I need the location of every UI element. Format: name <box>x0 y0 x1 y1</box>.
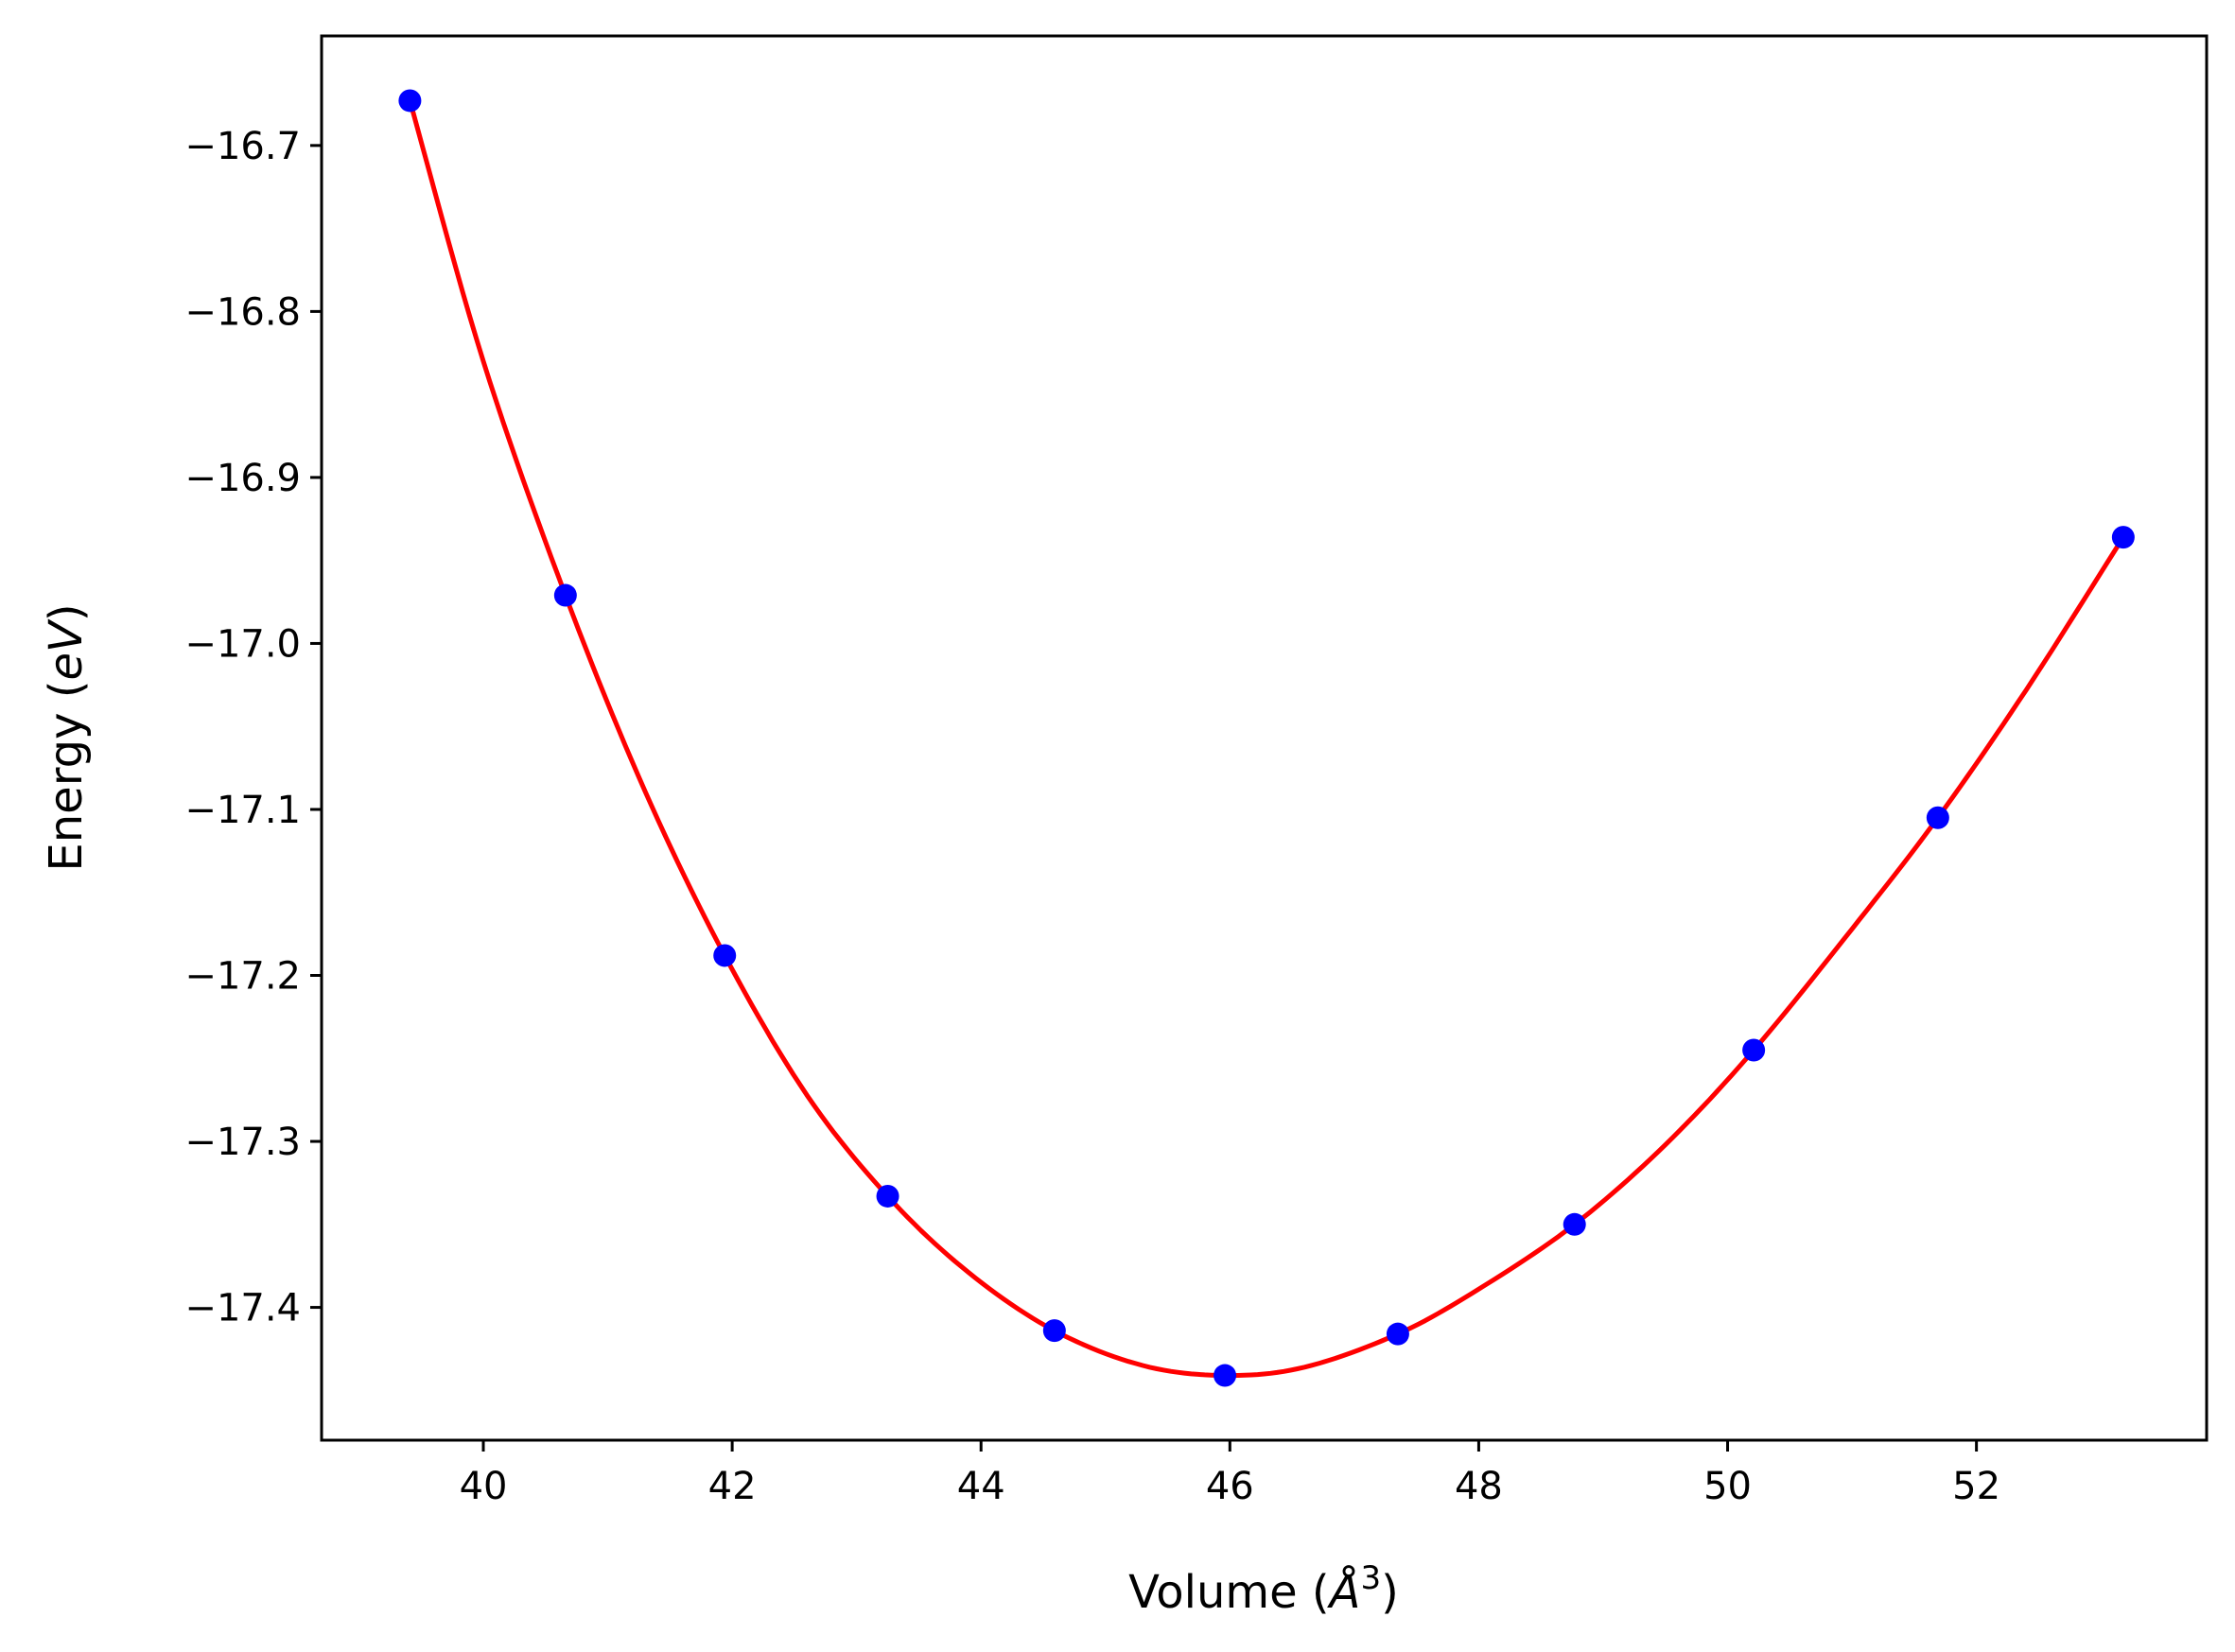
y-tick-label: −16.9 <box>184 457 301 500</box>
y-tick-label: −17.2 <box>184 955 301 999</box>
x-axis-ticks: 40 42 44 46 48 50 52 <box>460 1440 2000 1508</box>
y-tick-label: −17.3 <box>184 1121 301 1164</box>
data-point <box>1742 1038 1766 1062</box>
x-tick-label: 40 <box>460 1465 508 1508</box>
y-tick-label: −17.1 <box>184 789 301 832</box>
x-tick-label: 42 <box>708 1465 757 1508</box>
data-point <box>398 89 422 113</box>
data-point <box>1042 1319 1066 1343</box>
data-point <box>553 583 577 607</box>
y-tick-label: −17.0 <box>184 622 301 666</box>
data-point <box>876 1184 899 1208</box>
x-tick-label: 44 <box>957 1465 1005 1508</box>
y-tick-label: −16.7 <box>184 125 301 168</box>
data-point <box>1386 1322 1409 1346</box>
y-axis-label: Energy (eV) <box>40 603 93 871</box>
x-tick-label: 48 <box>1455 1465 1503 1508</box>
y-tick-label: −17.4 <box>184 1287 301 1330</box>
x-axis-label: Volume (Å3) <box>1128 1559 1399 1619</box>
x-tick-label: 52 <box>1952 1465 2000 1508</box>
plot-frame <box>320 34 2209 1442</box>
x-tick-label: 46 <box>1206 1465 1254 1508</box>
x-tick-label: 50 <box>1703 1465 1752 1508</box>
data-point <box>713 944 737 967</box>
data-point <box>2111 526 2135 549</box>
data-point <box>1214 1364 1237 1387</box>
plot-area <box>322 36 2207 1440</box>
data-points-series <box>398 89 2135 1387</box>
data-point <box>1563 1212 1586 1236</box>
y-tick-label: −16.8 <box>184 290 301 334</box>
y-axis-ticks: −16.7 −16.8 −16.9 −17.0 −17.1 −17.2 −17.3 −17.4 <box>184 125 322 1330</box>
data-point <box>1926 806 1949 829</box>
